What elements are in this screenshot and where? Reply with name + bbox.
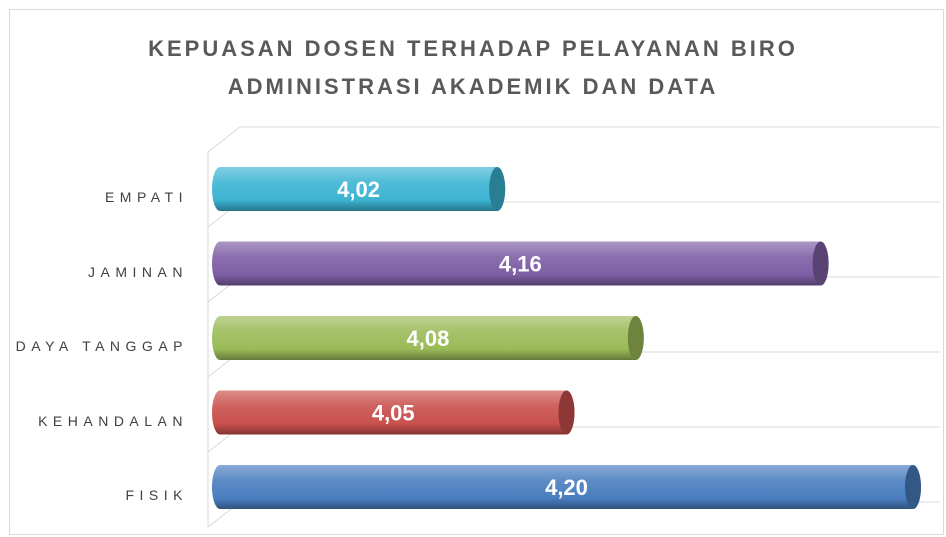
chart-frame — [9, 9, 944, 535]
chart-title: KEPUASAN DOSEN TERHADAP PELAYANAN BIRO A… — [148, 36, 798, 99]
y-tick-label: EMPATI — [104, 189, 188, 205]
value-label: 4,16 — [499, 251, 542, 276]
value-label: 4,02 — [337, 177, 380, 202]
bar — [212, 390, 575, 435]
value-label: 4,05 — [372, 400, 415, 425]
value-label: 4,08 — [406, 326, 449, 351]
bar-cap — [905, 465, 921, 509]
bar — [212, 167, 506, 211]
bar — [212, 316, 644, 360]
y-tick-label: FISIK — [125, 487, 188, 503]
bar-cap — [489, 167, 506, 211]
value-label: 4,20 — [545, 475, 588, 500]
y-tick-label: JAMINAN — [88, 263, 188, 280]
y-tick-label: KEHANDALAN — [38, 412, 188, 429]
y-tick-label: DAYA TANGGAP — [15, 338, 188, 354]
bar — [212, 241, 829, 286]
bar-cap — [812, 241, 829, 286]
bar — [212, 465, 921, 509]
bar-cap — [627, 316, 644, 360]
bar-cap — [558, 390, 575, 435]
